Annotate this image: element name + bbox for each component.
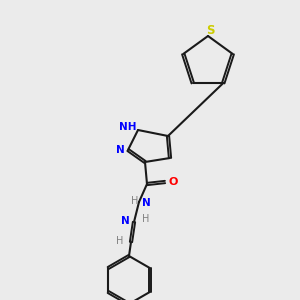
Text: O: O [168, 177, 178, 187]
Text: H: H [142, 214, 149, 224]
Text: N: N [142, 198, 151, 208]
Text: H: H [130, 196, 138, 206]
Text: N: N [121, 216, 130, 226]
Text: N: N [116, 145, 124, 155]
Text: H: H [116, 236, 123, 246]
Text: S: S [206, 23, 214, 37]
Text: NH: NH [119, 122, 137, 132]
